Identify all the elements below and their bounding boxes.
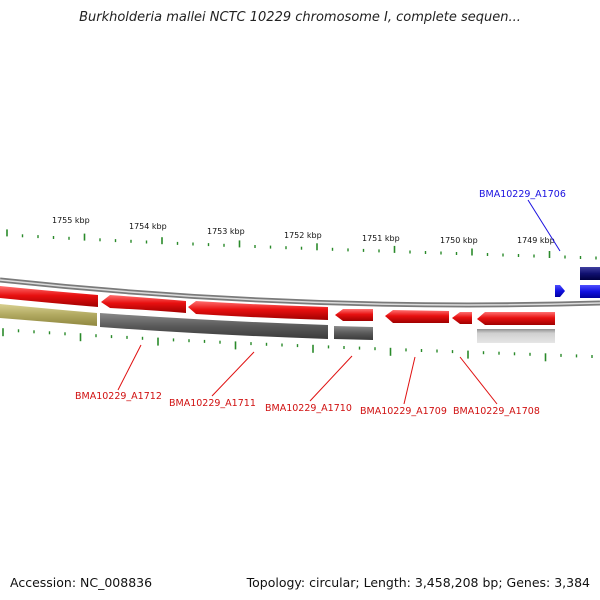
accession-text: Accession: NC_008836 — [10, 575, 153, 590]
gene-label-BMA10229_A1712[interactable]: BMA10229_A1712 — [75, 391, 162, 402]
gene-arrow-BMA10229_A1706[interactable] — [555, 285, 565, 297]
gene-label-BMA10229_A1710[interactable]: BMA10229_A1710 — [265, 403, 352, 414]
gene-labels: BMA10229_A1706 BMA10229_A1712 BMA10229_A… — [75, 189, 566, 417]
ruler-label-1752: 1752 kbp — [284, 231, 322, 240]
callout-line-A1709 — [403, 356, 416, 405]
callout-line-A1712 — [117, 344, 142, 391]
gene-arrow-BMA10229_A1711[interactable] — [188, 301, 328, 320]
feature-grey-long[interactable] — [100, 313, 328, 339]
gene-forward-navy[interactable] — [580, 267, 600, 280]
ruler-label-1749: 1749 kbp — [517, 236, 555, 245]
feature-light-grey[interactable] — [477, 329, 555, 343]
gene-arrow-BMA10229_A1710[interactable] — [335, 309, 373, 321]
feature-grey-short[interactable] — [334, 326, 373, 340]
gene-arrow-BMA10229_A1708[interactable] — [477, 312, 555, 325]
ruler-label-1754: 1754 kbp — [129, 222, 167, 231]
callout-line-A1711 — [211, 351, 255, 397]
gene-label-BMA10229_A1708[interactable]: BMA10229_A1708 — [453, 406, 540, 417]
gene-label-BMA10229_A1709[interactable]: BMA10229_A1709 — [360, 406, 447, 417]
callout-lines — [117, 199, 561, 405]
callout-line-A1706 — [527, 199, 561, 252]
gene-arrow-left-edge[interactable] — [0, 286, 98, 307]
ruler-label-1753: 1753 kbp — [207, 227, 245, 236]
outer-tick-row — [6, 229, 597, 260]
callout-line-A1708 — [459, 356, 498, 405]
map-title: Burkholderia mallei NCTC 10229 chromosom… — [79, 10, 521, 25]
ruler-labels: 1755 kbp 1754 kbp 1753 kbp 1752 kbp 1751… — [52, 216, 555, 245]
gene-arrow-small[interactable] — [452, 312, 472, 324]
gene-forward-blue[interactable] — [580, 285, 600, 298]
callout-line-A1710 — [309, 355, 353, 402]
gene-arrow-BMA10229_A1712[interactable] — [101, 295, 186, 313]
feature-olive[interactable] — [0, 304, 97, 326]
ruler-label-1755: 1755 kbp — [52, 216, 90, 225]
inner-tick-row — [2, 328, 593, 362]
topology-summary: Topology: circular; Length: 3,458,208 bp… — [246, 575, 590, 590]
gene-arrow-BMA10229_A1709[interactable] — [385, 310, 449, 323]
genome-backbone-highlight — [0, 279, 600, 306]
ruler-label-1751: 1751 kbp — [362, 234, 400, 243]
gene-label-BMA10229_A1706[interactable]: BMA10229_A1706 — [479, 189, 566, 200]
gene-label-BMA10229_A1711[interactable]: BMA10229_A1711 — [169, 398, 256, 409]
ruler-label-1750: 1750 kbp — [440, 236, 478, 245]
